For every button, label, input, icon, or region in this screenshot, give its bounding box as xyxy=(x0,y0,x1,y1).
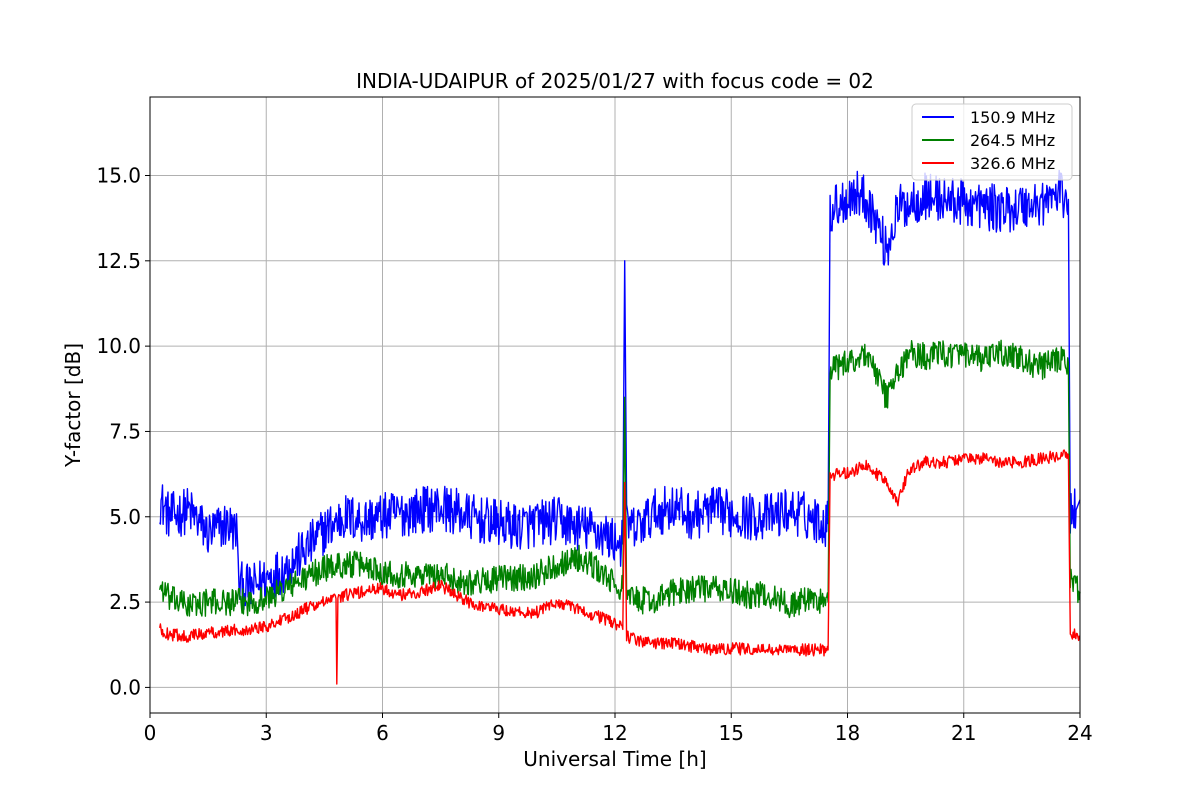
y-tick-label: 10.0 xyxy=(96,334,141,358)
x-tick-label: 9 xyxy=(492,721,505,745)
series-layer xyxy=(159,169,1081,685)
tick-layer: 0 3 6 9 12 15 18 21 24 0.0 2.5 5.0 7.5 10.0 12.5 15.0 xyxy=(96,163,1092,745)
y-tick-label: 5.0 xyxy=(109,505,141,529)
x-tick-label: 12 xyxy=(602,721,627,745)
chart-title: INDIA-UDAIPUR of 2025/01/27 with focus c… xyxy=(356,69,874,93)
legend: 150.9 MHz 264.5 MHz 326.6 MHz xyxy=(911,103,1073,181)
y-axis-label: Y-factor [dB] xyxy=(61,343,85,468)
x-axis-label: Universal Time [h] xyxy=(523,747,706,771)
legend-label-series-1: 264.5 MHz xyxy=(970,131,1055,150)
y-tick-label: 0.0 xyxy=(109,675,141,699)
y-tick-label: 15.0 xyxy=(96,163,141,187)
series-line-0 xyxy=(159,169,1081,611)
x-tick-label: 21 xyxy=(951,721,976,745)
y-tick-label: 7.5 xyxy=(109,419,141,443)
y-tick-label: 2.5 xyxy=(109,590,141,614)
legend-label-series-0: 150.9 MHz xyxy=(970,108,1055,127)
y-tick-label: 12.5 xyxy=(96,249,141,273)
legend-box xyxy=(911,103,1073,181)
x-tick-label: 0 xyxy=(144,721,157,745)
x-tick-label: 3 xyxy=(260,721,273,745)
legend-label-series-2: 326.6 MHz xyxy=(970,154,1055,173)
series-line-1 xyxy=(159,339,1081,619)
series-line-2 xyxy=(159,449,1080,685)
x-tick-label: 24 xyxy=(1067,721,1092,745)
x-tick-label: 18 xyxy=(835,721,860,745)
x-tick-label: 15 xyxy=(719,721,744,745)
x-tick-label: 6 xyxy=(376,721,389,745)
